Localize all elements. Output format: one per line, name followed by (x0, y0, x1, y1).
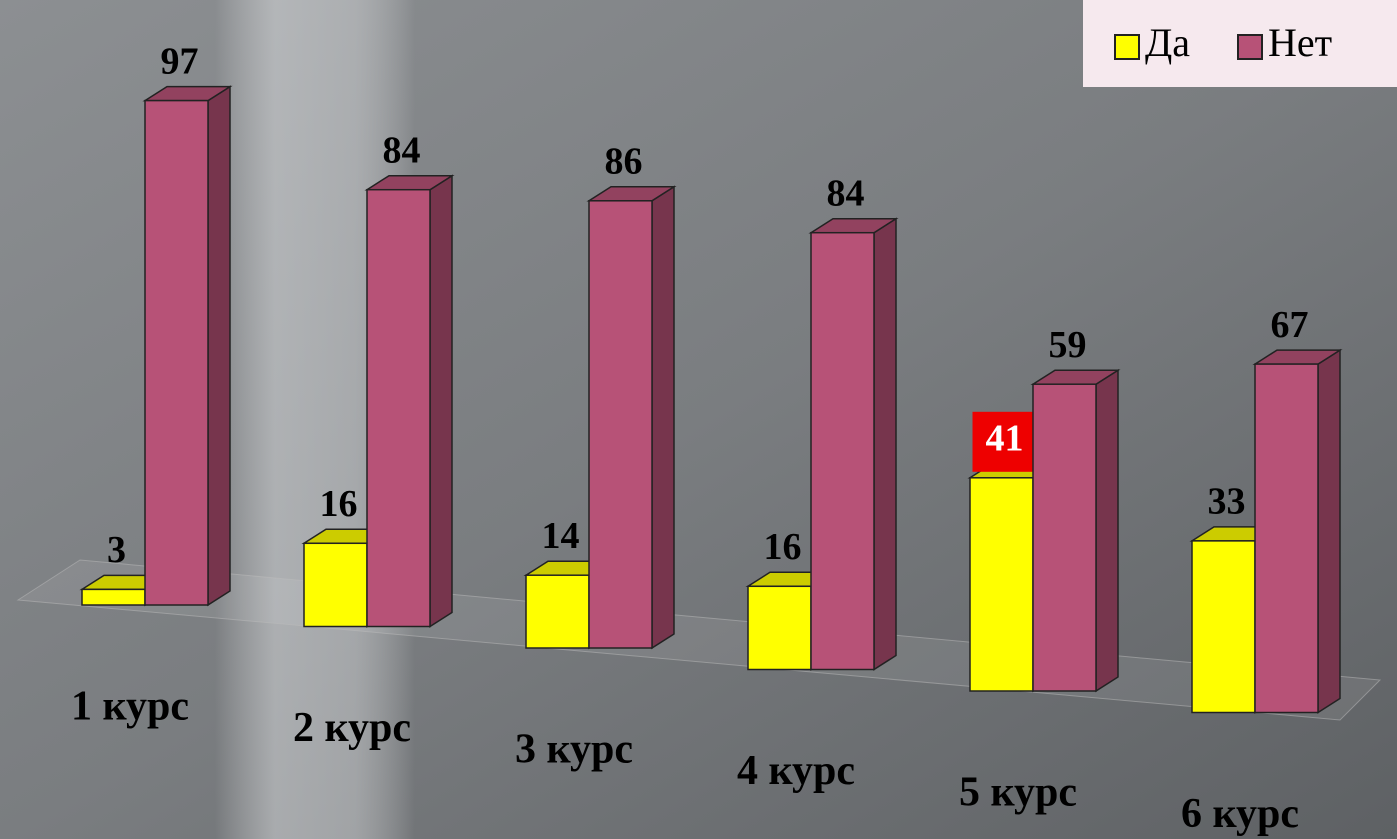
bar (142, 85, 233, 607)
legend-swatch (1237, 34, 1263, 60)
value-label: 86 (605, 141, 643, 183)
value-label-highlight (972, 411, 1037, 472)
x-tick-label: 4 курс (737, 748, 855, 794)
x-tick-label: 1 курс (71, 684, 189, 730)
bar-front (969, 477, 1034, 692)
bar (1252, 348, 1343, 714)
bar-side (1317, 348, 1341, 714)
bar (586, 185, 677, 650)
value-label: 41 (986, 418, 1024, 460)
bar-side (429, 174, 453, 628)
bar-side (873, 217, 897, 671)
bar-side (1095, 368, 1119, 693)
value-label: 59 (1049, 324, 1087, 366)
bar-front (366, 188, 431, 628)
legend-swatch (1114, 34, 1140, 60)
value-label: 16 (320, 483, 358, 525)
bar-front (747, 585, 812, 671)
value-label: 97 (161, 40, 199, 82)
value-label: 14 (542, 515, 580, 557)
bar-front (144, 99, 209, 606)
x-tick-label: 3 курс (515, 727, 633, 773)
bar-front (1254, 363, 1319, 714)
x-tick-label: 5 курс (959, 770, 1077, 816)
bar-front (1191, 540, 1256, 714)
value-label: 67 (1271, 304, 1309, 346)
value-label: 84 (827, 172, 865, 214)
bar-front (1032, 383, 1097, 692)
bar-front (588, 200, 653, 649)
bar (1030, 368, 1121, 693)
bar (364, 174, 455, 628)
bar-side (207, 85, 231, 607)
bar-front (525, 574, 590, 649)
bar-side (651, 185, 675, 650)
value-label: 16 (764, 526, 802, 568)
legend-label: Нет (1268, 20, 1332, 65)
bar-front (81, 588, 146, 606)
bar-front (810, 231, 875, 671)
bar-front (303, 542, 368, 628)
x-tick-label: 2 курс (293, 705, 411, 751)
x-tick-label: 6 курс (1181, 791, 1299, 837)
bar (808, 217, 899, 671)
value-label: 84 (383, 129, 421, 171)
value-label: 33 (1208, 481, 1246, 523)
legend-label: Да (1145, 20, 1190, 65)
value-label: 3 (107, 529, 126, 571)
